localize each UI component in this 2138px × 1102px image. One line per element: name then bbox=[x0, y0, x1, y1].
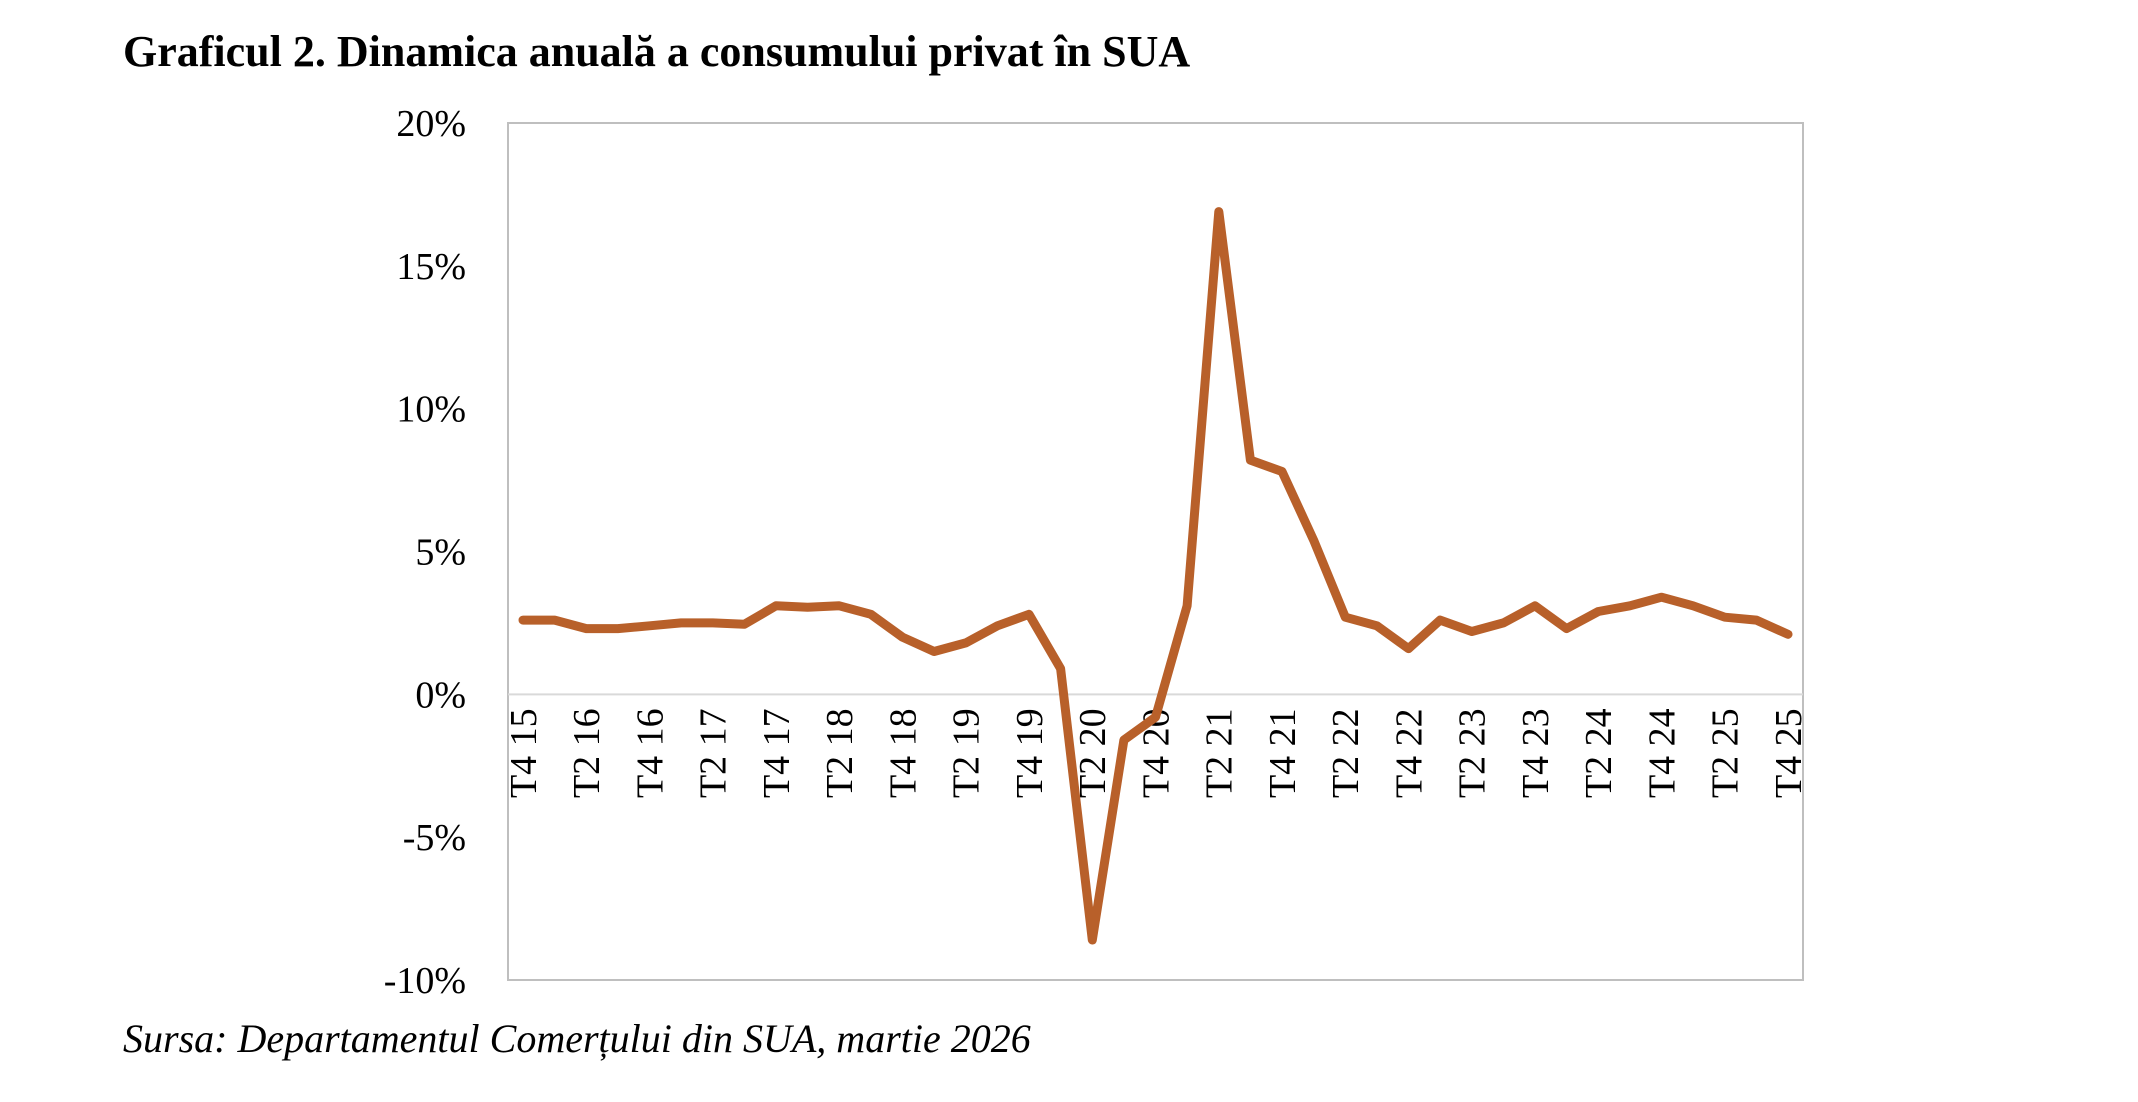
x-tick-label: T2 21 bbox=[1199, 708, 1241, 798]
chart-source: Sursa: Departamentul Comerțului din SUA,… bbox=[123, 1016, 1031, 1061]
x-tick-label: T4 18 bbox=[883, 708, 925, 798]
x-tick-label: T2 22 bbox=[1325, 708, 1367, 798]
y-tick-label: 5% bbox=[415, 532, 466, 574]
x-tick-label: T4 21 bbox=[1262, 708, 1304, 798]
x-tick-label: T4 17 bbox=[756, 708, 798, 798]
x-tick-label: T2 16 bbox=[566, 708, 608, 798]
y-tick-label: 0% bbox=[415, 674, 466, 716]
y-tick-label: 10% bbox=[396, 389, 466, 431]
x-tick-label: T4 19 bbox=[1009, 708, 1051, 798]
x-tick-label: T2 20 bbox=[1072, 708, 1114, 798]
x-tick-label: T4 24 bbox=[1642, 708, 1684, 798]
y-tick-label: 20% bbox=[396, 103, 466, 145]
y-tick-label: 15% bbox=[396, 246, 466, 288]
x-tick-label: T2 23 bbox=[1452, 708, 1494, 798]
x-tick-label: T2 18 bbox=[819, 708, 861, 798]
x-tick-label: T4 25 bbox=[1768, 708, 1810, 798]
x-tick-label: T2 19 bbox=[946, 708, 988, 798]
x-tick-label: T2 25 bbox=[1705, 708, 1747, 798]
plot-area-border bbox=[507, 122, 1804, 981]
x-tick-label: T4 22 bbox=[1389, 708, 1431, 798]
y-tick-label: -10% bbox=[384, 960, 466, 1002]
chart-title: Graficul 2. Dinamica anuală a consumului… bbox=[123, 27, 1191, 76]
x-tick-label: T2 17 bbox=[693, 708, 735, 798]
series-line bbox=[518, 207, 1793, 945]
x-tick-label: T4 16 bbox=[630, 708, 672, 798]
x-tick-label: T4 15 bbox=[503, 708, 545, 798]
x-tick-label: T4 23 bbox=[1515, 708, 1557, 798]
y-tick-label: -5% bbox=[403, 817, 466, 859]
x-tick-label: T2 24 bbox=[1578, 708, 1620, 798]
